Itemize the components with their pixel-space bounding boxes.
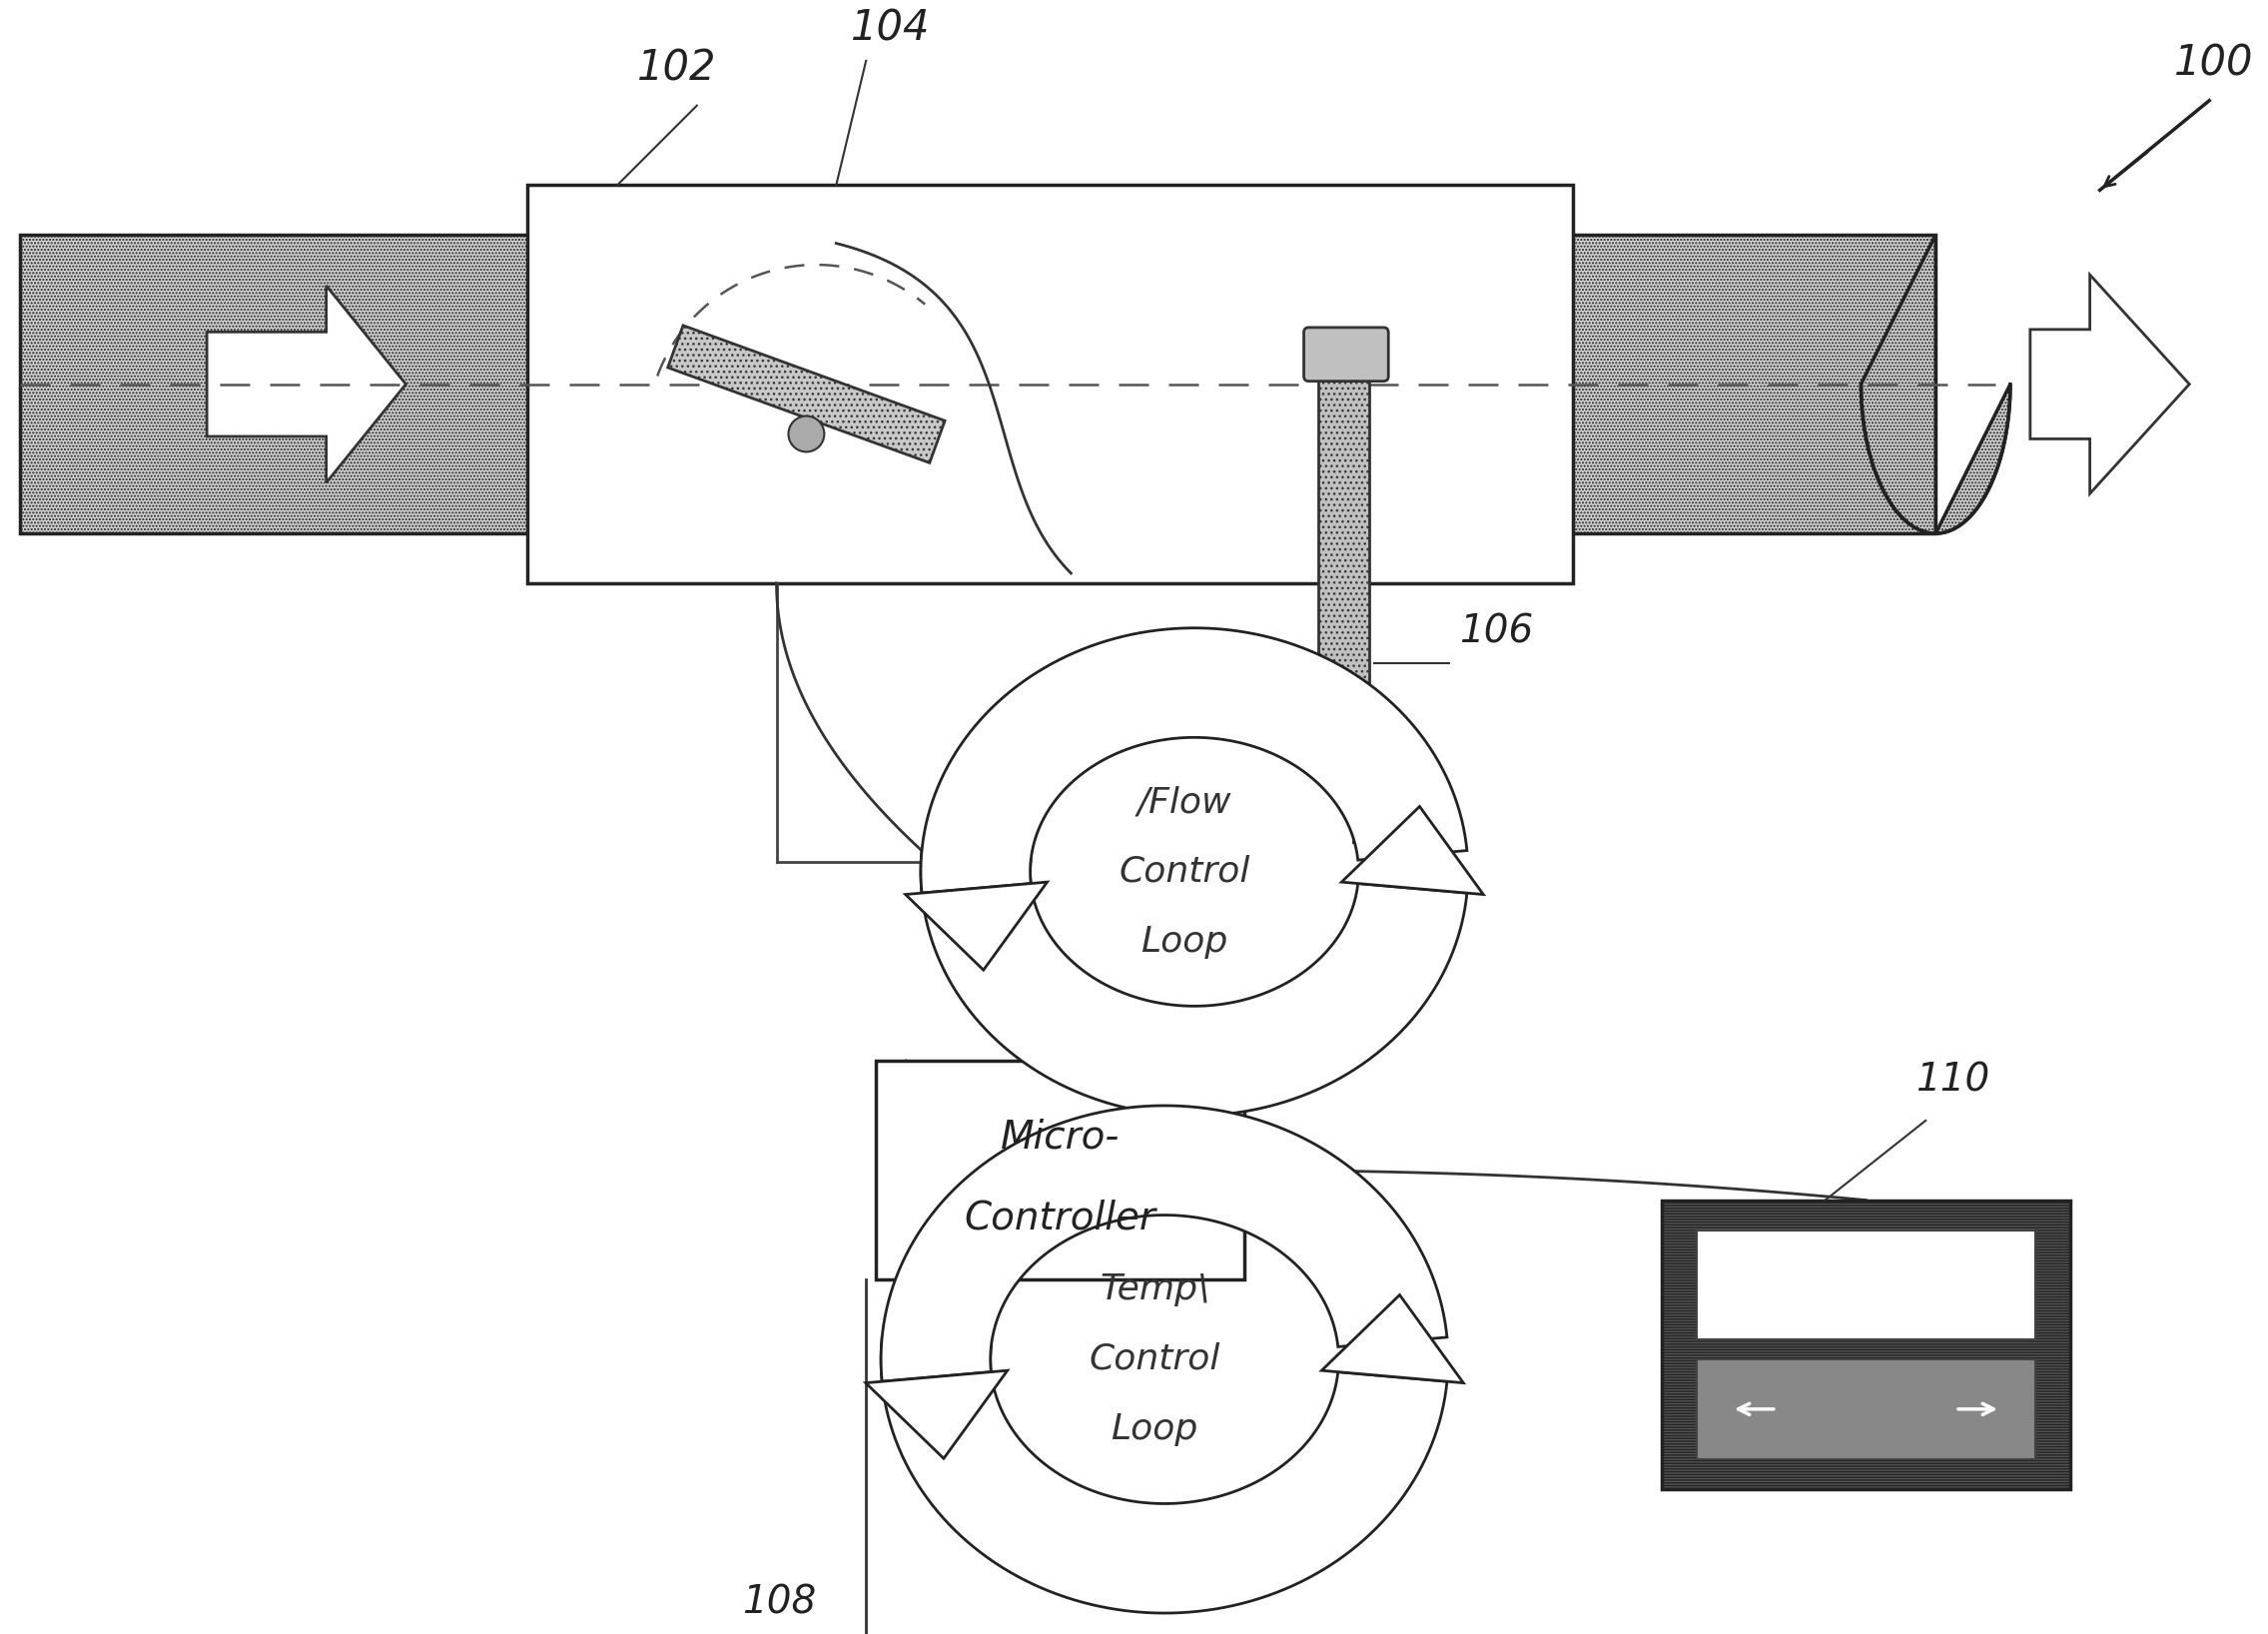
Text: Loop: Loop <box>1141 925 1227 959</box>
Text: 110: 110 <box>1916 1060 1989 1098</box>
Polygon shape <box>921 851 1467 1116</box>
Polygon shape <box>880 1337 1447 1613</box>
Text: 108: 108 <box>742 1583 816 1621</box>
Text: Loop: Loop <box>1111 1412 1198 1446</box>
Text: /Flow: /Flow <box>1136 784 1232 819</box>
Bar <box>875 1060 1245 1279</box>
Text: Control: Control <box>1118 855 1250 889</box>
Bar <box>1662 1199 2071 1489</box>
FancyBboxPatch shape <box>1304 327 1388 381</box>
Polygon shape <box>880 1106 1447 1381</box>
Bar <box>528 185 1572 583</box>
FancyArrow shape <box>206 286 406 482</box>
Bar <box>1696 1230 2034 1340</box>
Bar <box>1558 235 1935 533</box>
Bar <box>1318 374 1370 703</box>
Polygon shape <box>667 325 946 462</box>
Text: Temp\: Temp\ <box>1100 1273 1209 1307</box>
Text: 104: 104 <box>850 8 930 51</box>
Polygon shape <box>1322 1294 1463 1382</box>
FancyArrow shape <box>2030 275 2189 493</box>
Polygon shape <box>1343 807 1483 894</box>
Circle shape <box>789 417 823 453</box>
Text: Control: Control <box>1089 1343 1220 1376</box>
Bar <box>20 235 567 533</box>
Bar <box>1696 1359 2034 1459</box>
Polygon shape <box>1862 235 2009 533</box>
Text: 102: 102 <box>637 47 717 90</box>
Text: 106: 106 <box>1458 613 1533 650</box>
Text: Micro-: Micro- <box>1000 1119 1120 1157</box>
Polygon shape <box>866 1371 1007 1459</box>
Polygon shape <box>921 627 1467 894</box>
Text: Controller: Controller <box>964 1199 1157 1237</box>
Polygon shape <box>905 882 1048 971</box>
Text: 100: 100 <box>2175 42 2254 85</box>
